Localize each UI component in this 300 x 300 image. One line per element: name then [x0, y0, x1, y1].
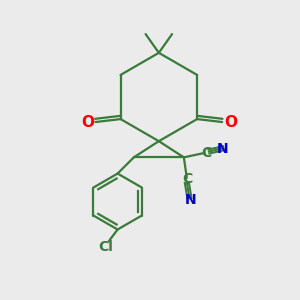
- Text: N: N: [216, 142, 228, 156]
- Text: O: O: [224, 115, 237, 130]
- Text: C: C: [201, 146, 211, 160]
- Text: C: C: [182, 172, 193, 186]
- Text: N: N: [184, 193, 196, 207]
- Text: O: O: [81, 115, 94, 130]
- Text: Cl: Cl: [98, 240, 113, 254]
